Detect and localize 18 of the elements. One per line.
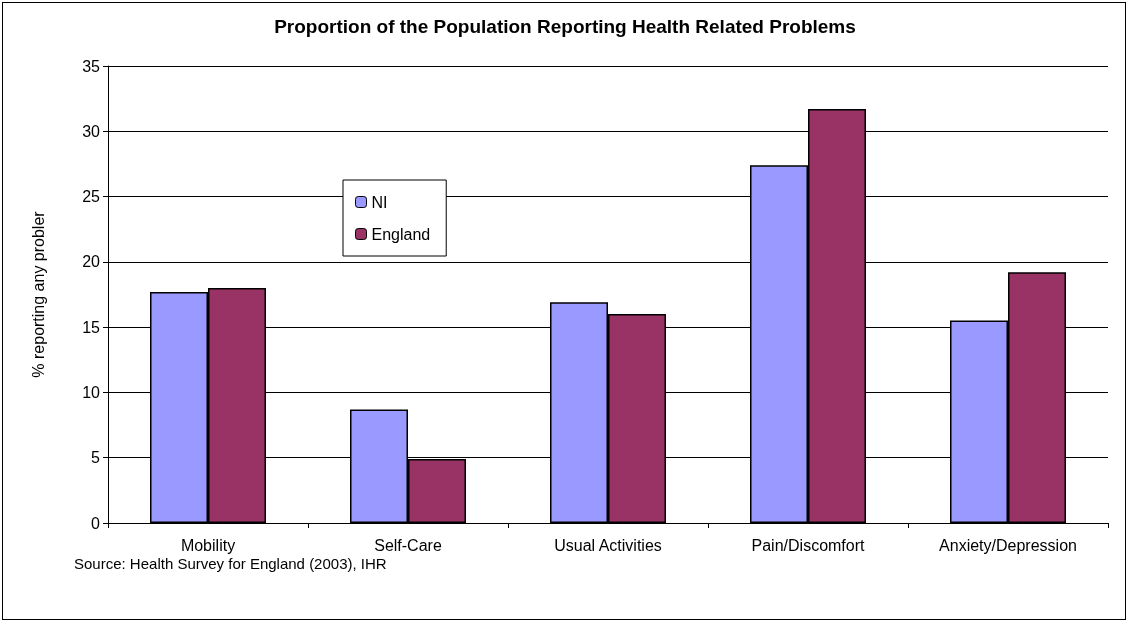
y-tick-label: 0 — [91, 514, 101, 532]
legend-label: England — [371, 225, 431, 243]
x-tick-label: Anxiety/Depression — [939, 536, 1077, 554]
x-tick-label: Usual Activities — [554, 536, 662, 554]
y-tick-label: 5 — [91, 449, 101, 467]
chart-title: Proportion of the Population Reporting Health Related Problems — [274, 16, 856, 37]
x-tick-label: Mobility — [180, 536, 236, 554]
y-tick-label: 25 — [82, 188, 101, 206]
x-tick-label: Self-Care — [374, 536, 442, 554]
y-tick-label: 30 — [82, 122, 101, 140]
y-axis-title: % reporting any probler — [29, 210, 47, 378]
y-tick-label: 15 — [82, 318, 101, 336]
x-tick-label: Pain/Discomfort — [751, 536, 866, 554]
legend-label: NI — [371, 193, 388, 211]
y-tick-label: 20 — [82, 253, 101, 271]
y-tick-label: 10 — [82, 383, 101, 401]
y-tick-label: 35 — [82, 57, 101, 75]
source-note: Source: Health Survey for England (2003), IHR — [74, 555, 387, 572]
